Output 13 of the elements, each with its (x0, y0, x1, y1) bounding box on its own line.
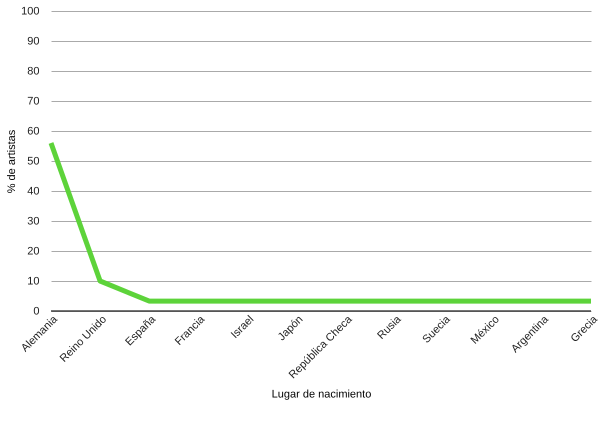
y-tick-label: 20 (27, 246, 40, 258)
y-tick-label: 100 (21, 6, 40, 18)
y-tick-label: 10 (27, 276, 40, 288)
y-tick-label: 40 (27, 186, 40, 198)
y-tick-label: 90 (27, 36, 40, 48)
y-tick-label: 80 (27, 66, 40, 78)
x-axis-title: Lugar de nacimiento (272, 388, 372, 401)
y-tick-label: 30 (27, 216, 40, 228)
y-axis-title: % de artistas (6, 129, 18, 194)
y-tick-label: 0 (33, 306, 40, 318)
y-tick-label: 60 (27, 126, 40, 138)
y-tick-label: 50 (27, 156, 40, 168)
y-tick-label: 70 (27, 96, 40, 108)
